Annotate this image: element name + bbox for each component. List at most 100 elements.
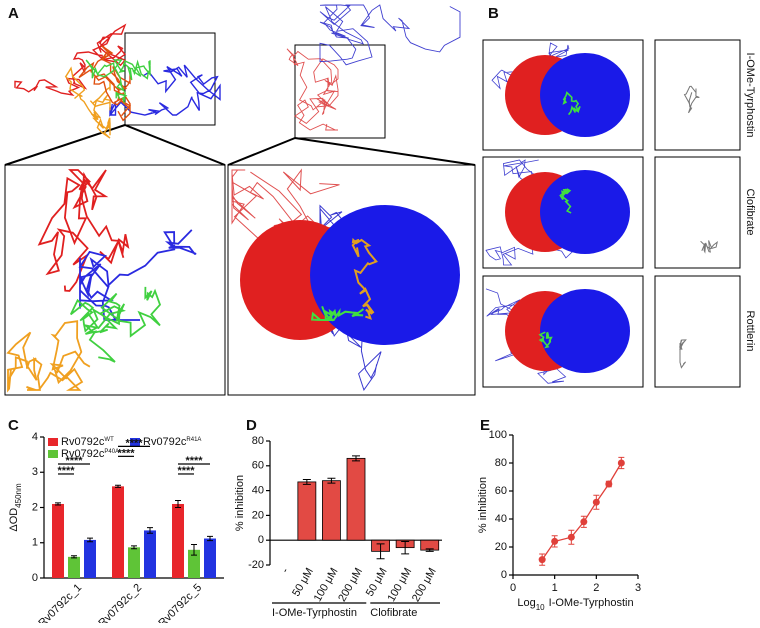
x-axis-label-subscript: 10 <box>536 603 545 612</box>
point <box>538 556 546 564</box>
x-tick-label: - <box>279 566 291 575</box>
panel-label: E <box>480 417 490 434</box>
structure-box <box>654 275 741 388</box>
backbone <box>286 48 339 131</box>
error-bar <box>175 499 181 508</box>
backbone <box>319 4 461 66</box>
backbone <box>538 331 553 349</box>
x-tick-label: 2 <box>593 582 599 594</box>
y-tick-label: 100 <box>489 429 507 441</box>
error-bar <box>147 527 153 534</box>
group-label: I-OMe-Tyrphostin <box>272 607 357 619</box>
error-bar <box>115 484 121 488</box>
backbone <box>69 286 162 363</box>
legend-name: Rv0792c <box>61 436 105 448</box>
backbone <box>700 240 718 254</box>
structure-art <box>4 4 741 396</box>
backbone <box>6 320 91 393</box>
backbone <box>78 229 197 321</box>
point <box>551 537 559 545</box>
error-bar <box>207 535 213 542</box>
panel-label: A <box>8 5 19 22</box>
error-bar <box>401 540 410 555</box>
surface <box>540 53 630 137</box>
y-tick-label: 60 <box>495 485 507 497</box>
backbone <box>64 66 111 139</box>
backbone <box>559 188 572 214</box>
bar <box>128 547 140 578</box>
zoom-box <box>294 44 386 139</box>
backbone <box>562 91 581 116</box>
y-tick-label: 4 <box>32 431 38 443</box>
compound-name: I-OMe-Tyrphostin <box>744 53 756 138</box>
legend-superscript: WT <box>104 437 114 443</box>
significance-label: **** <box>185 455 203 467</box>
point <box>605 480 613 488</box>
error-bar <box>327 477 336 484</box>
structure-box <box>654 156 741 269</box>
y-tick-label: 1 <box>32 537 38 549</box>
compound-name: Rottlerin <box>744 311 756 352</box>
y-tick-label: 40 <box>495 513 507 525</box>
bar <box>112 486 124 578</box>
bar <box>172 503 184 578</box>
legend-swatch <box>48 438 58 446</box>
legend-label: Rv0792cWT <box>61 436 114 448</box>
docking-image <box>482 156 644 269</box>
surface <box>310 205 460 345</box>
y-tick-label: 0 <box>32 572 38 584</box>
significance-label: **** <box>117 447 135 459</box>
x-tick-label: 0 <box>510 582 516 594</box>
y-tick-label: 2 <box>32 501 38 513</box>
surface <box>540 289 630 373</box>
x-tick-label: 3 <box>635 582 641 594</box>
error-bar <box>376 543 385 560</box>
backbone <box>37 169 130 292</box>
panel-label: B <box>488 5 499 22</box>
y-tick-label: 20 <box>495 541 507 553</box>
y-axis-label-text: % inhibition <box>234 475 246 531</box>
backbone <box>679 339 687 369</box>
compound-name: Clofibrate <box>744 188 756 235</box>
y-axis-label: ΔOD450nm <box>8 483 23 532</box>
significance-label: **** <box>65 455 83 467</box>
panel-label: D <box>246 417 257 434</box>
y-axis-label-subscript: 450nm <box>14 483 23 508</box>
bar <box>188 549 200 578</box>
legend-label: Rv0792cP40A <box>61 448 119 460</box>
bar <box>204 538 216 578</box>
y-tick-label: 0 <box>501 569 507 581</box>
zoom-box <box>124 32 216 126</box>
legend-superscript: R41A <box>186 437 201 443</box>
bar <box>346 457 366 541</box>
backbone <box>14 23 127 97</box>
legend-name: Rv0792c <box>143 436 187 448</box>
legend-superscript: P40A <box>104 449 119 455</box>
significance-label: **** <box>125 437 143 449</box>
backbone <box>85 59 151 105</box>
group-label: Clofibrate <box>370 607 417 619</box>
y-tick-label: 40 <box>252 485 264 497</box>
significance-label: **** <box>177 465 195 477</box>
structure-box <box>654 39 741 151</box>
bar <box>322 480 341 541</box>
backbone <box>109 64 221 117</box>
backbone <box>683 85 700 114</box>
y-axis-label-text: ΔOD <box>8 508 20 532</box>
error-bar <box>425 548 434 552</box>
zoom-line <box>4 124 476 166</box>
docking-image <box>482 275 644 388</box>
y-axis-label: % inhibition <box>477 477 489 533</box>
panel-label: C <box>8 417 19 434</box>
error-bar <box>191 544 197 556</box>
point <box>580 518 588 526</box>
error-bar <box>131 545 137 550</box>
y-tick-label: 80 <box>252 435 264 447</box>
x-tick-label: 1 <box>552 582 558 594</box>
zoom-panel <box>227 164 476 396</box>
error-bar <box>87 537 93 543</box>
legend-name: Rv0792c <box>61 448 105 460</box>
y-axis-label-text: % inhibition <box>477 477 489 533</box>
y-tick-label: 0 <box>258 534 264 546</box>
